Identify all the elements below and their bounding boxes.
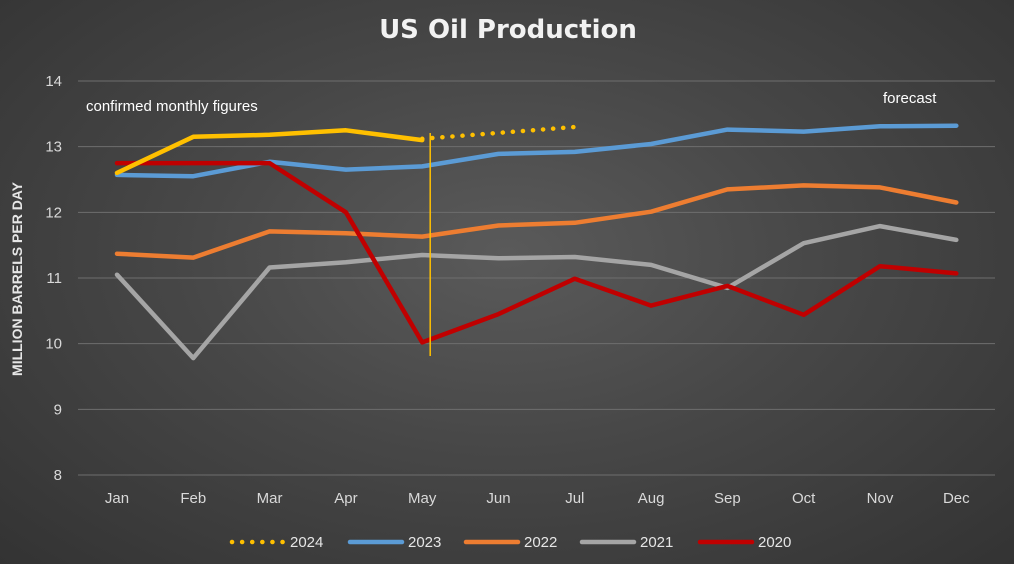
series-line-2022	[114, 183, 959, 260]
x-tick-label: Jun	[486, 490, 510, 507]
x-tick-label: May	[408, 490, 437, 507]
y-tick-label: 12	[45, 204, 62, 221]
series-line-2024	[114, 128, 425, 176]
grid	[78, 80, 995, 476]
x-tick-label: Feb	[180, 490, 206, 507]
y-tick-label: 8	[54, 467, 62, 484]
confirmed-annotation: confirmed monthly figures	[86, 98, 258, 115]
x-tick-label: Jul	[565, 490, 584, 507]
legend: 2024 2023 2022 2021 2020	[229, 534, 791, 551]
series-lines	[114, 123, 959, 361]
y-tick-label: 10	[45, 336, 62, 353]
legend-label-2021: 2021	[640, 534, 673, 551]
legend-label-2023: 2023	[408, 534, 441, 551]
y-tick-labels: 8 9 10 11 12 13 14	[45, 73, 62, 484]
y-tick-label: 13	[45, 139, 62, 156]
y-axis-label: MILLION BARRELS PER DAY	[9, 181, 25, 376]
chart-title: US Oil Production	[379, 15, 637, 45]
x-tick-label: Aug	[638, 490, 665, 507]
legend-label-2024: 2024	[290, 534, 323, 551]
x-tick-label: Sep	[714, 490, 741, 507]
legend-label-2020: 2020	[758, 534, 791, 551]
forecast-annotation: forecast	[883, 90, 937, 107]
x-tick-label: Oct	[792, 490, 816, 507]
series-line-2020	[114, 160, 959, 345]
y-tick-label: 11	[46, 270, 62, 287]
series-forecast-line-2024	[419, 124, 578, 142]
y-tick-label: 9	[54, 401, 62, 418]
x-tick-label: Apr	[334, 490, 357, 507]
y-tick-label: 14	[45, 73, 62, 90]
x-tick-label: Nov	[867, 490, 894, 507]
x-tick-labels: Jan Feb Mar Apr May Jun Jul Aug Sep Oct Nov Dec	[105, 490, 970, 507]
legend-label-2022: 2022	[524, 534, 557, 551]
x-tick-label: Mar	[257, 490, 283, 507]
x-tick-label: Dec	[943, 490, 970, 507]
series-line-2021	[114, 223, 959, 361]
x-tick-label: Jan	[105, 490, 129, 507]
